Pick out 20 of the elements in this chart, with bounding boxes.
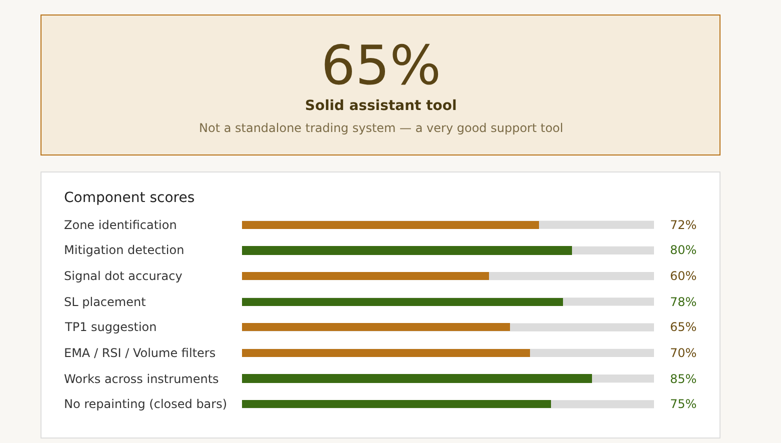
text: Component scores [64, 190, 195, 206]
y-tick-label: Signal dot accuracy [64, 269, 182, 283]
y-tick-label: EMA / RSI / Volume filters [64, 346, 216, 360]
data-label: 75% [670, 397, 697, 411]
y-tick-label: Zone identification [64, 218, 177, 232]
data-label: 85% [670, 372, 697, 386]
y-tick-label: Works across instruments [64, 372, 219, 386]
data-label: 70% [670, 346, 697, 360]
y-tick-label: TP1 suggestion [64, 320, 157, 334]
data-label: 60% [670, 269, 697, 283]
data-label: 72% [670, 218, 697, 232]
text: Not a standalone trading system — a very good support tool [199, 121, 564, 135]
y-tick-label: SL placement [64, 295, 146, 309]
text: Solid assistant tool [305, 98, 457, 114]
y-tick-label: Mitigation detection [64, 243, 184, 257]
data-label: 80% [670, 243, 697, 257]
text: 65% [321, 34, 442, 97]
data-label: 65% [670, 320, 697, 334]
data-label: 78% [670, 295, 697, 309]
y-tick-label: No repainting (closed bars) [64, 397, 228, 411]
